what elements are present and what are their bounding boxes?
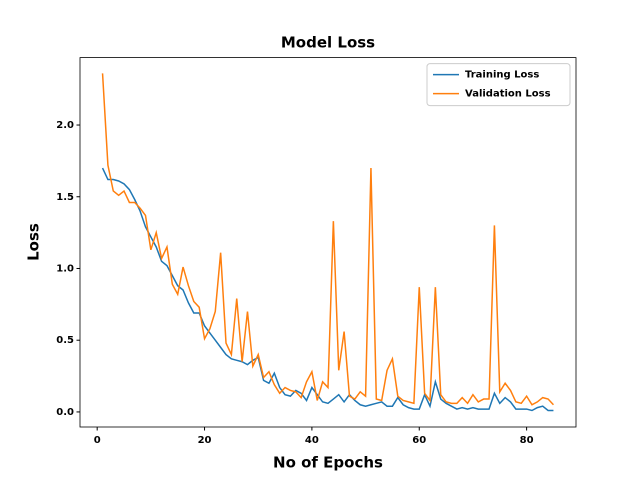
y-axis-label: Loss [25,223,43,261]
x-axis-label: No of Epochs [273,454,383,472]
y-tick-label: 0.5 [56,335,74,346]
legend-box [426,63,571,107]
y-tick-label: 1.0 [56,263,74,274]
y-tick-label: 0.0 [56,407,74,418]
y-tick-label: 1.5 [56,192,74,203]
legend-label: Validation Loss [465,89,551,100]
loss-line [101,73,554,406]
x-tick-label: 40 [305,435,319,446]
x-tick-label: 60 [412,435,426,446]
loss-line [101,167,554,412]
x-tick-label: 0 [94,435,101,446]
x-tick-label: 20 [198,435,212,446]
x-tick-label: 80 [520,435,534,446]
chart-title: Model Loss [281,34,375,52]
axes-frame [79,57,577,428]
legend-label: Training Loss [465,70,539,81]
y-tick-label: 2.0 [56,120,74,131]
